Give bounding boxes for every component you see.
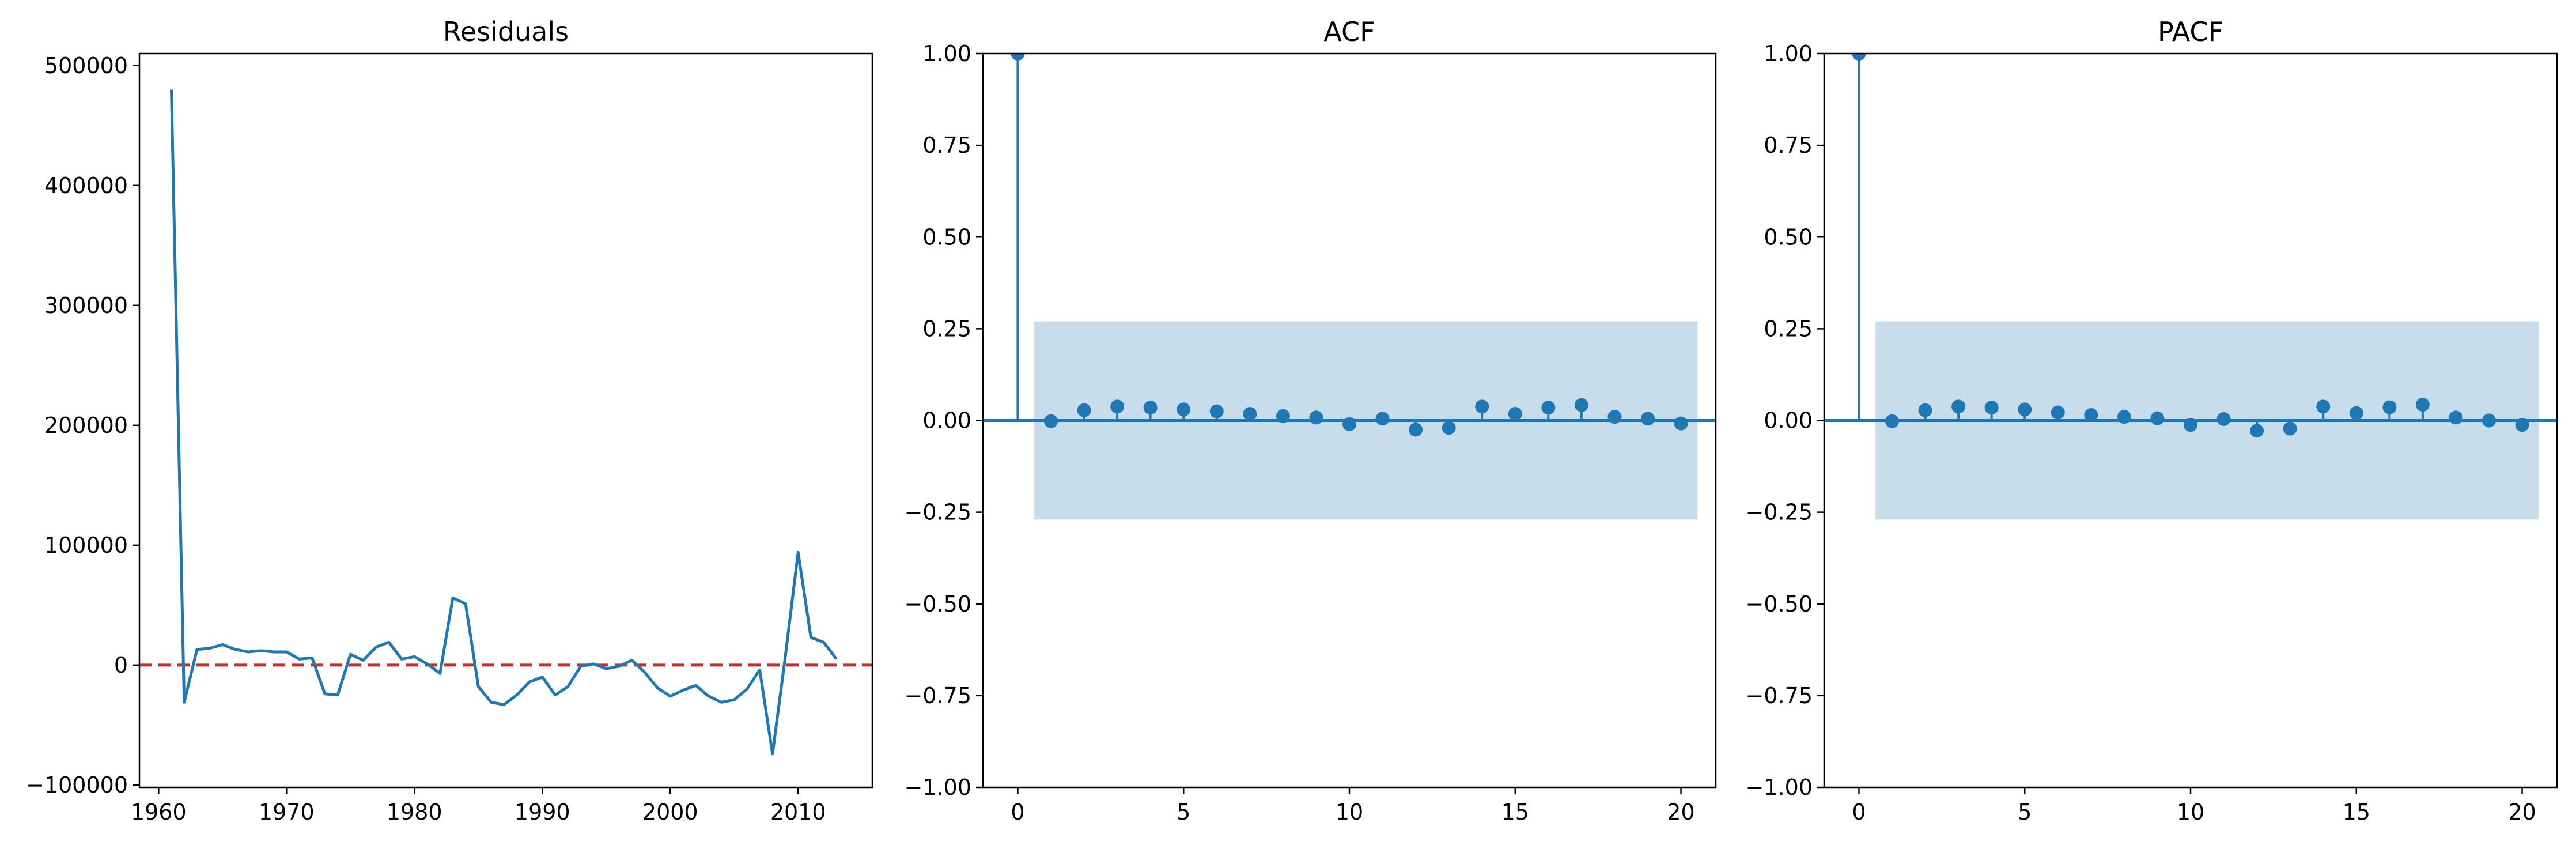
stem-marker bbox=[1574, 398, 1588, 412]
x-tick-label: 1960 bbox=[131, 799, 187, 825]
stem-marker bbox=[1143, 401, 1158, 415]
y-tick-label: 0.00 bbox=[922, 408, 971, 433]
x-tick-label: 5 bbox=[2018, 799, 2032, 825]
chart-title: ACF bbox=[1323, 16, 1375, 47]
y-tick-label: 0 bbox=[114, 652, 128, 678]
stem-marker bbox=[1641, 412, 1655, 426]
y-tick-label: 0.50 bbox=[922, 224, 971, 250]
y-tick-label: 0.00 bbox=[1764, 408, 1813, 433]
y-tick-label: −0.25 bbox=[1746, 500, 1813, 525]
x-tick-label: 1980 bbox=[387, 799, 442, 825]
residuals-chart: Residuals 1960 1970 1980 1990 2000 2010 −10000… bbox=[26, 16, 873, 825]
stem-marker bbox=[2415, 398, 2430, 412]
x-tick-label: 20 bbox=[2508, 799, 2536, 825]
stem-marker bbox=[1209, 404, 1224, 418]
stem-marker bbox=[2150, 411, 2165, 425]
y-tick-label: −1.00 bbox=[1746, 775, 1813, 800]
y-tick-label: 0.75 bbox=[922, 133, 971, 158]
y-tick-label: −0.50 bbox=[1746, 591, 1813, 617]
stem-marker bbox=[2316, 399, 2331, 414]
plot-frame bbox=[138, 52, 873, 789]
stem-marker bbox=[1674, 416, 1688, 431]
stem-marker bbox=[1409, 423, 1423, 437]
y-tick-label: 0.50 bbox=[1764, 224, 1813, 250]
stem-marker bbox=[2184, 418, 2197, 432]
acf-marks bbox=[983, 54, 1716, 520]
x-tick-label: 0 bbox=[1011, 799, 1024, 825]
residuals-series-line bbox=[170, 89, 838, 756]
y-tick-label: 0.25 bbox=[922, 316, 971, 341]
y-tick-label: −1.00 bbox=[905, 775, 971, 800]
stem-marker bbox=[1243, 407, 1257, 421]
stem-marker bbox=[1918, 403, 1932, 417]
y-tick-label: −0.75 bbox=[905, 683, 971, 708]
x-tick-label: 10 bbox=[2177, 799, 2204, 825]
pacf-marks bbox=[1824, 54, 2557, 520]
y-tick-label: −0.75 bbox=[1746, 683, 1813, 708]
x-tick-label: 5 bbox=[1177, 799, 1190, 825]
x-tick-label: 15 bbox=[2343, 799, 2370, 825]
pacf-chart: PACF 0 5 10 15 20 −1.00 −0.75 −0.50 −0.25 0.00 0.2… bbox=[1746, 16, 2558, 825]
y-tick-label: 1.00 bbox=[1764, 41, 1813, 66]
stem-marker bbox=[1043, 414, 1058, 428]
stem-marker bbox=[1951, 399, 1966, 414]
stem-marker bbox=[1077, 403, 1091, 417]
y-tick-label: 0.75 bbox=[1764, 133, 1813, 158]
x-tick-label: 1970 bbox=[259, 799, 315, 825]
residuals-marks bbox=[139, 89, 872, 756]
stem-marker bbox=[2018, 402, 2032, 417]
y-tick-label: 100000 bbox=[44, 533, 128, 558]
stem-marker bbox=[2051, 405, 2065, 420]
stem-marker bbox=[1375, 412, 1390, 426]
x-tick-label: 2000 bbox=[642, 799, 698, 825]
stem-marker bbox=[2283, 421, 2297, 436]
stem-marker bbox=[2449, 410, 2463, 425]
chart-title: Residuals bbox=[443, 16, 569, 47]
y-tick-label: 200000 bbox=[44, 413, 128, 438]
stem-marker bbox=[1110, 399, 1125, 414]
stem-marker bbox=[2117, 410, 2131, 424]
x-tick-label: 2010 bbox=[770, 799, 826, 825]
stem-marker bbox=[2084, 408, 2098, 422]
stem-marker bbox=[2216, 412, 2231, 426]
y-tick-label: 300000 bbox=[44, 293, 128, 318]
stem-marker bbox=[1508, 407, 1522, 421]
x-tick-label: 0 bbox=[1852, 799, 1866, 825]
y-tick-label: 400000 bbox=[44, 173, 128, 198]
stem-marker bbox=[2515, 418, 2529, 432]
x-tick-label: 1990 bbox=[515, 799, 570, 825]
stem-marker bbox=[1885, 414, 1899, 428]
stem-marker bbox=[1011, 54, 1025, 61]
stem-marker bbox=[1541, 401, 1556, 415]
y-tick-label: −0.25 bbox=[905, 500, 971, 525]
y-tick-label: −100000 bbox=[26, 772, 128, 798]
x-tick-label: 15 bbox=[1501, 799, 1529, 825]
x-tick-label: 20 bbox=[1667, 799, 1694, 825]
y-tick-label: 1.00 bbox=[922, 41, 971, 66]
stem-marker bbox=[1309, 410, 1323, 425]
chart-title: PACF bbox=[2158, 16, 2223, 47]
stem-marker bbox=[2349, 406, 2363, 420]
stem-marker bbox=[1852, 54, 1866, 61]
acf-chart: ACF 0 5 10 15 20 −1.00 −0.75 −0.50 −0.25 0.00 0.25… bbox=[905, 16, 1717, 825]
stem-marker bbox=[1276, 409, 1290, 423]
stem-marker bbox=[1342, 417, 1356, 431]
stem-marker bbox=[1607, 410, 1622, 424]
stem-marker bbox=[1177, 402, 1191, 417]
stem-marker bbox=[2250, 424, 2264, 438]
y-tick-label: 500000 bbox=[44, 53, 128, 78]
x-tick-label: 10 bbox=[1336, 799, 1363, 825]
y-tick-label: −0.50 bbox=[905, 591, 971, 617]
stem-marker bbox=[1984, 401, 1999, 415]
y-tick-label: 0.25 bbox=[1764, 316, 1813, 341]
stem-marker bbox=[2482, 413, 2496, 428]
stem-marker bbox=[1475, 399, 1489, 414]
stem-marker bbox=[2382, 400, 2397, 414]
stem-marker bbox=[1442, 421, 1456, 435]
